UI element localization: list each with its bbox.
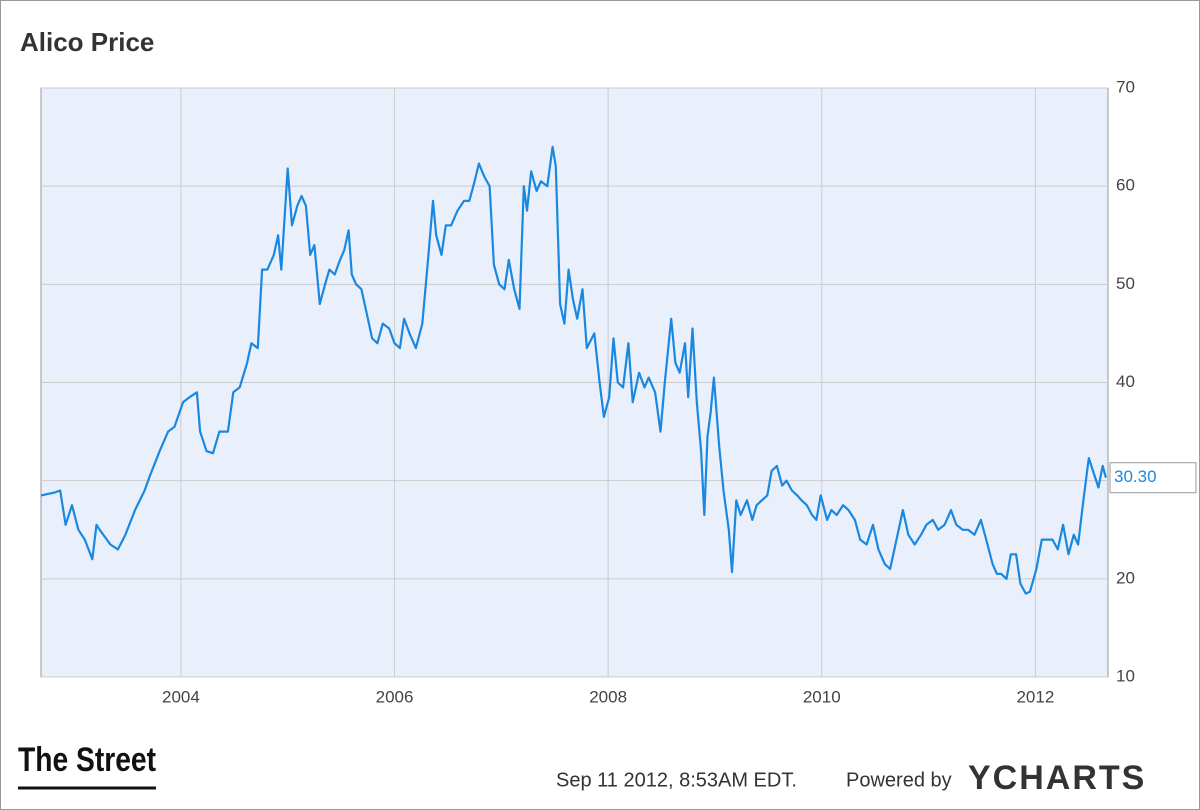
credit: Powered by — [846, 769, 952, 791]
marks — [40, 145, 1107, 595]
y-tick-label: 60 — [1116, 176, 1135, 195]
x-tick-label: 2010 — [803, 687, 841, 706]
logo: The Street — [18, 741, 156, 779]
y-tick-label: 20 — [1116, 568, 1135, 587]
y-tick-label: 40 — [1116, 372, 1135, 391]
chart-title: Alico Price — [20, 27, 154, 57]
price-line — [40, 145, 1107, 595]
y-tick-label: 10 — [1116, 666, 1135, 685]
grid — [41, 87, 1108, 678]
x-tick-label: 2008 — [589, 687, 627, 706]
value-label-box — [1109, 462, 1197, 494]
y-tick-label: 70 — [1116, 77, 1135, 96]
x-tick-label: 2012 — [1016, 687, 1054, 706]
value-label: 30.30 — [1114, 467, 1157, 486]
y-tick-label: 50 — [1116, 274, 1135, 293]
x-tick-label: 2004 — [162, 687, 200, 706]
x-tick-label: 2006 — [376, 687, 414, 706]
timestamp: Sep 11 2012, 8:53AM EDT. — [556, 769, 797, 791]
brand: YCHARTS — [968, 759, 1146, 797]
